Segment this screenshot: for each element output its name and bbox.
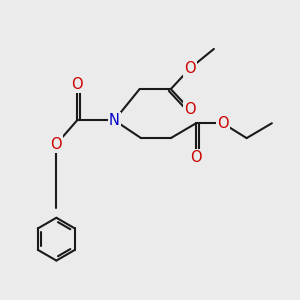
Text: O: O [190,150,202,165]
Text: O: O [71,77,83,92]
Text: O: O [184,61,196,76]
Text: N: N [109,113,120,128]
Text: O: O [217,116,229,131]
Text: O: O [51,136,62,152]
Text: O: O [184,102,196,117]
